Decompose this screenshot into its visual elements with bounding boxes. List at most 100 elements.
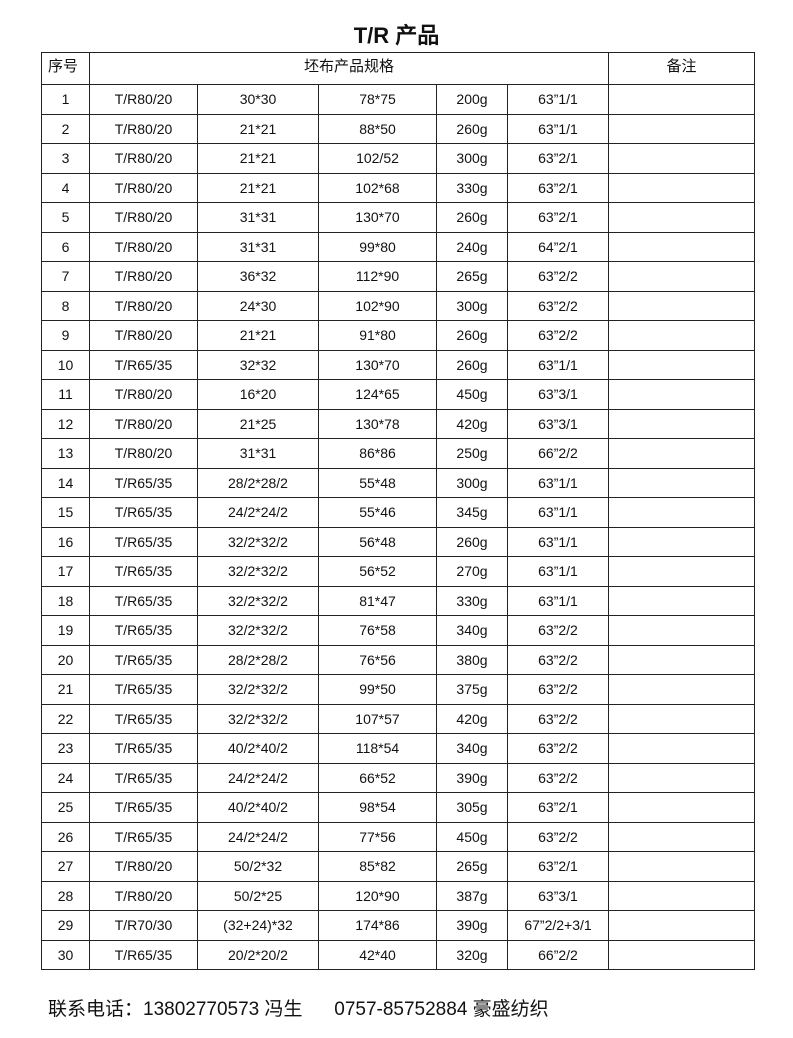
- cell-seq: 27: [41, 851, 90, 882]
- cell-weight: 345g: [436, 497, 508, 528]
- cell-seq: 1: [41, 84, 90, 115]
- cell-weight: 270g: [436, 556, 508, 587]
- header-remark: 备注: [608, 52, 755, 85]
- cell-blend: T/R65/35: [89, 733, 198, 764]
- cell-density: 130*70: [318, 202, 437, 233]
- cell-seq: 25: [41, 792, 90, 823]
- cell-remark: [608, 615, 755, 646]
- cell-width-weave: 63”3/1: [507, 880, 609, 911]
- cell-width-weave: 63”2/2: [507, 615, 609, 646]
- cell-remark: [608, 939, 755, 970]
- table-row: 10 T/R65/35 32*32 130*70 260g 63”1/1: [41, 349, 755, 380]
- table-row: 16 T/R65/35 32/2*32/2 56*48 260g 63”1/1: [41, 526, 755, 557]
- cell-blend: T/R65/35: [89, 821, 198, 852]
- cell-remark: [608, 585, 755, 616]
- cell-blend: T/R80/20: [89, 880, 198, 911]
- cell-density: 78*75: [318, 84, 437, 115]
- cell-yarn-count: 31*31: [197, 438, 319, 469]
- cell-seq: 3: [41, 143, 90, 174]
- cell-blend: T/R65/35: [89, 349, 198, 380]
- cell-seq: 7: [41, 261, 90, 292]
- table-row: 3 T/R80/20 21*21 102/52 300g 63”2/1: [41, 143, 755, 174]
- cell-width-weave: 63”1/1: [507, 556, 609, 587]
- cell-width-weave: 63”3/1: [507, 408, 609, 439]
- cell-yarn-count: 32/2*32/2: [197, 674, 319, 705]
- cell-yarn-count: 20/2*20/2: [197, 939, 319, 970]
- cell-remark: [608, 762, 755, 793]
- cell-blend: T/R65/35: [89, 467, 198, 498]
- cell-width-weave: 63”1/1: [507, 585, 609, 616]
- cell-width-weave: 66”2/2: [507, 438, 609, 469]
- cell-remark: [608, 733, 755, 764]
- cell-weight: 420g: [436, 408, 508, 439]
- cell-weight: 265g: [436, 261, 508, 292]
- cell-seq: 13: [41, 438, 90, 469]
- cell-weight: 387g: [436, 880, 508, 911]
- table-row: 6 T/R80/20 31*31 99*80 240g 64”2/1: [41, 231, 755, 262]
- cell-width-weave: 63”1/1: [507, 497, 609, 528]
- cell-blend: T/R65/35: [89, 939, 198, 970]
- cell-blend: T/R80/20: [89, 851, 198, 882]
- cell-width-weave: 63”2/2: [507, 290, 609, 321]
- cell-density: 107*57: [318, 703, 437, 734]
- cell-weight: 340g: [436, 615, 508, 646]
- header-seq: 序号: [41, 52, 90, 85]
- cell-seq: 10: [41, 349, 90, 380]
- cell-density: 174*86: [318, 910, 437, 941]
- cell-blend: T/R80/20: [89, 113, 198, 144]
- table-row: 4 T/R80/20 21*21 102*68 330g 63”2/1: [41, 172, 755, 203]
- contact-landline: 0757-85752884: [334, 999, 468, 1020]
- cell-yarn-count: (32+24)*32: [197, 910, 319, 941]
- cell-blend: T/R80/20: [89, 438, 198, 469]
- cell-density: 112*90: [318, 261, 437, 292]
- table-row: 26 T/R65/35 24/2*24/2 77*56 450g 63”2/2: [41, 821, 755, 852]
- cell-weight: 375g: [436, 674, 508, 705]
- cell-weight: 300g: [436, 290, 508, 321]
- cell-width-weave: 66”2/2: [507, 939, 609, 970]
- cell-yarn-count: 36*32: [197, 261, 319, 292]
- cell-yarn-count: 50/2*25: [197, 880, 319, 911]
- cell-yarn-count: 28/2*28/2: [197, 644, 319, 675]
- table-row: 19 T/R65/35 32/2*32/2 76*58 340g 63”2/2: [41, 615, 755, 646]
- cell-seq: 23: [41, 733, 90, 764]
- cell-weight: 260g: [436, 202, 508, 233]
- cell-width-weave: 63”2/1: [507, 792, 609, 823]
- cell-blend: T/R65/35: [89, 644, 198, 675]
- cell-weight: 450g: [436, 821, 508, 852]
- cell-blend: T/R65/35: [89, 615, 198, 646]
- cell-weight: 305g: [436, 792, 508, 823]
- cell-remark: [608, 526, 755, 557]
- cell-width-weave: 63”1/1: [507, 349, 609, 380]
- cell-weight: 420g: [436, 703, 508, 734]
- cell-seq: 29: [41, 910, 90, 941]
- cell-weight: 320g: [436, 939, 508, 970]
- cell-width-weave: 63”2/1: [507, 202, 609, 233]
- table-row: 5 T/R80/20 31*31 130*70 260g 63”2/1: [41, 202, 755, 233]
- table-row: 2 T/R80/20 21*21 88*50 260g 63”1/1: [41, 113, 755, 144]
- cell-seq: 16: [41, 526, 90, 557]
- cell-blend: T/R70/30: [89, 910, 198, 941]
- cell-remark: [608, 703, 755, 734]
- cell-width-weave: 63”1/1: [507, 84, 609, 115]
- cell-weight: 300g: [436, 467, 508, 498]
- table-row: 20 T/R65/35 28/2*28/2 76*56 380g 63”2/2: [41, 644, 755, 675]
- cell-seq: 15: [41, 497, 90, 528]
- cell-density: 55*46: [318, 497, 437, 528]
- cell-density: 124*65: [318, 379, 437, 410]
- cell-remark: [608, 497, 755, 528]
- table-row: 21 T/R65/35 32/2*32/2 99*50 375g 63”2/2: [41, 674, 755, 705]
- cell-seq: 30: [41, 939, 90, 970]
- cell-yarn-count: 32/2*32/2: [197, 556, 319, 587]
- cell-remark: [608, 172, 755, 203]
- cell-width-weave: 63”2/2: [507, 674, 609, 705]
- cell-density: 118*54: [318, 733, 437, 764]
- page-title: T/R 产品: [353, 23, 440, 48]
- cell-weight: 390g: [436, 762, 508, 793]
- cell-width-weave: 63”2/2: [507, 733, 609, 764]
- cell-density: 76*58: [318, 615, 437, 646]
- cell-width-weave: 64”2/1: [507, 231, 609, 262]
- cell-seq: 4: [41, 172, 90, 203]
- cell-density: 76*56: [318, 644, 437, 675]
- cell-density: 42*40: [318, 939, 437, 970]
- cell-density: 56*52: [318, 556, 437, 587]
